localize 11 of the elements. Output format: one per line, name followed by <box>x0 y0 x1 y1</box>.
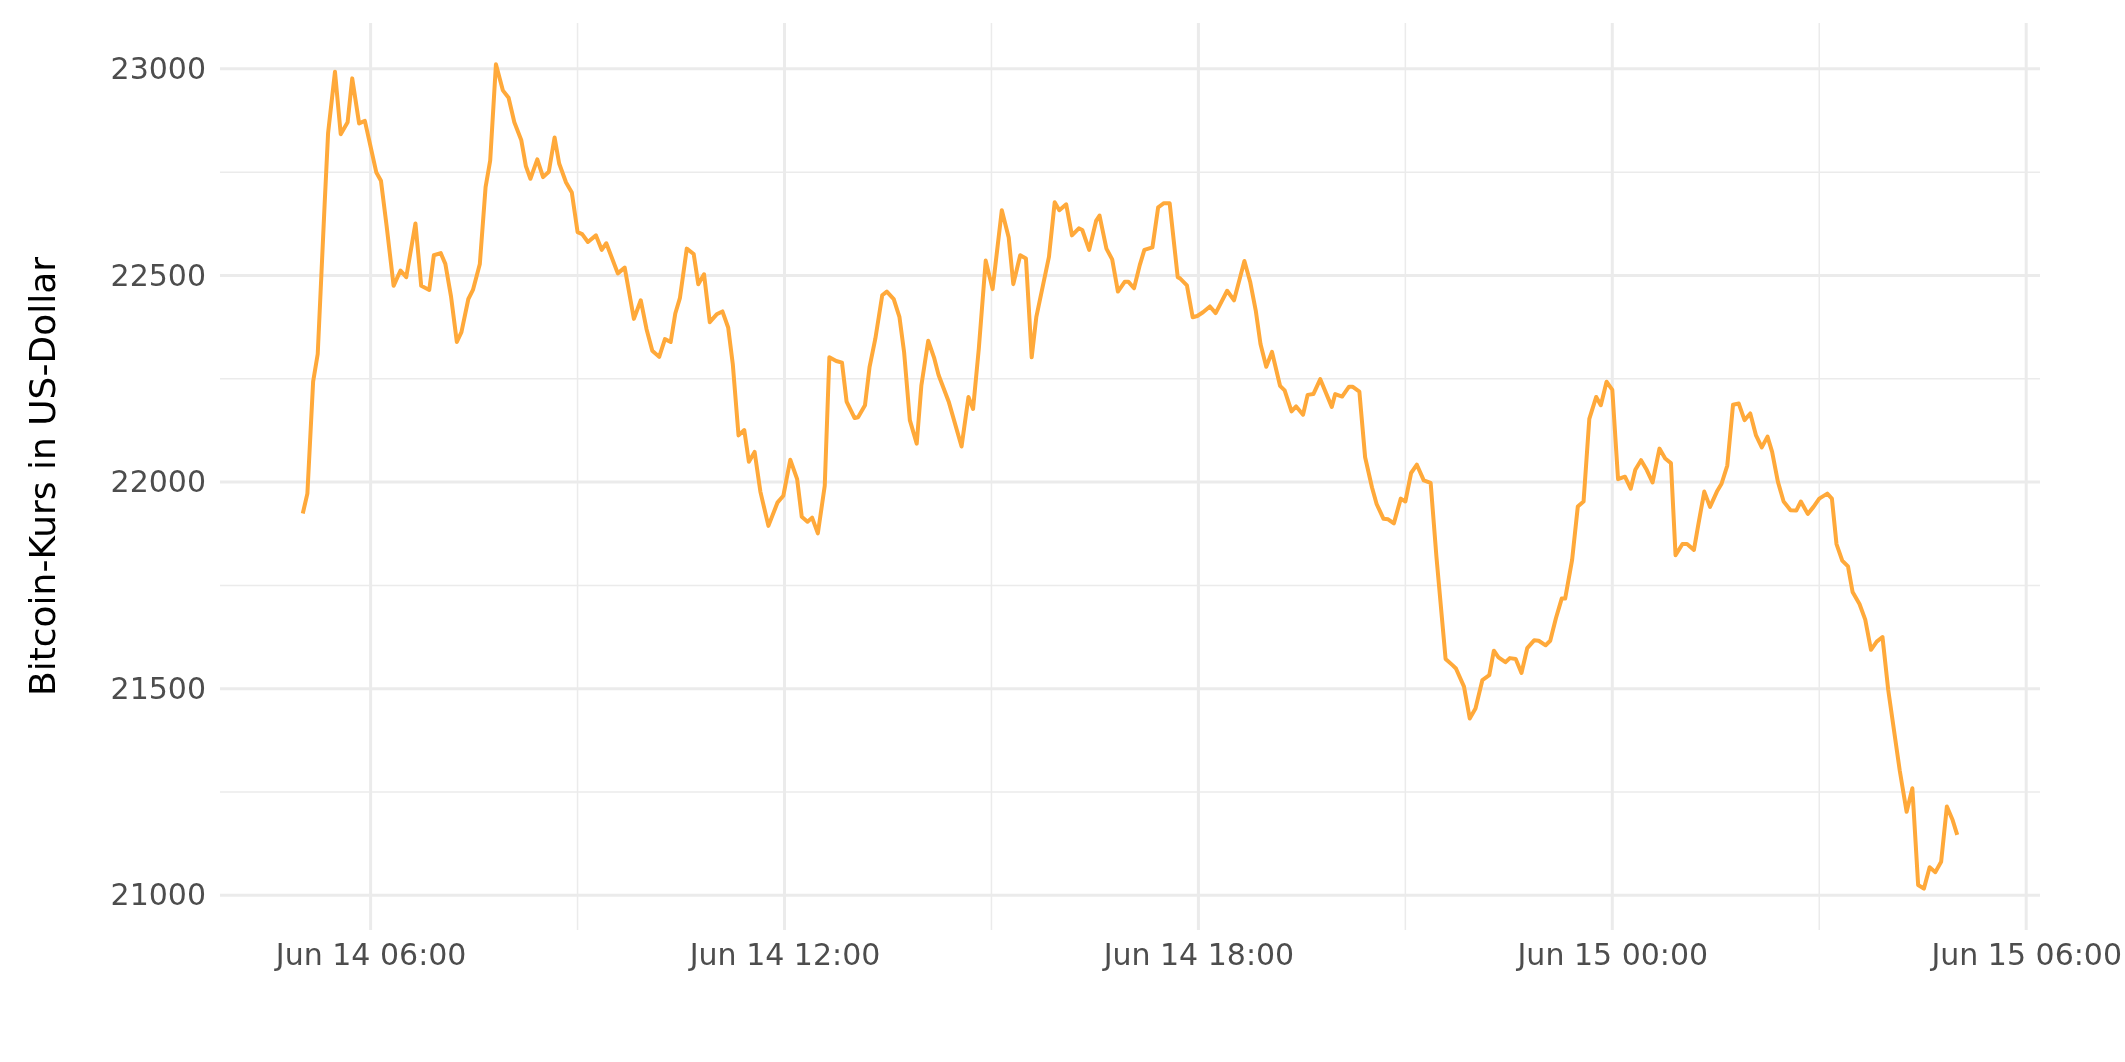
y-tick-label: 23000 <box>110 50 206 86</box>
y-tick-label: 22000 <box>110 464 206 500</box>
x-tick-label: Jun 15 00:00 <box>1515 937 1709 973</box>
x-tick-label: Jun 14 12:00 <box>687 937 881 973</box>
y-tick-label: 21500 <box>110 670 206 706</box>
y-axis-title: Bitcoin-Kurs in US-Dollar <box>22 256 63 697</box>
y-tick-label: 22500 <box>110 257 206 293</box>
x-tick-label: Jun 14 06:00 <box>273 937 467 973</box>
x-tick-label: Jun 14 18:00 <box>1101 937 1295 973</box>
x-tick-label: Jun 15 06:00 <box>1929 937 2122 973</box>
y-tick-label: 21000 <box>110 877 206 913</box>
